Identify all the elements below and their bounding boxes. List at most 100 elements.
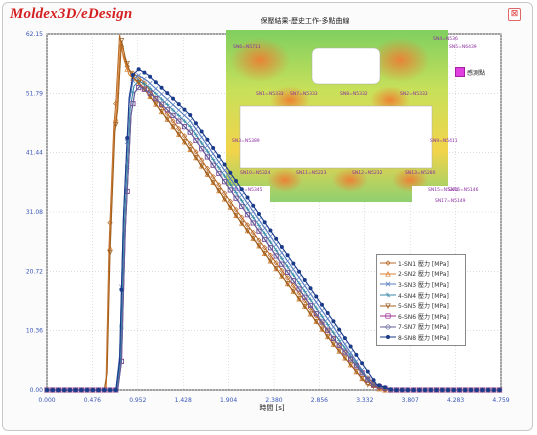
sensor-label: SN6=N5711	[233, 44, 261, 50]
data-point-marker	[262, 225, 268, 231]
data-point-marker	[233, 212, 239, 219]
data-point-marker	[331, 319, 336, 324]
data-point-marker	[227, 187, 233, 193]
data-point-marker	[124, 60, 130, 67]
data-point-marker	[342, 336, 347, 341]
data-point-marker	[181, 139, 188, 145]
data-point-marker	[365, 369, 370, 374]
legend-item: 8-SN8 壓力 [MPa]	[380, 332, 462, 343]
sensor-label: SN7=N5333	[290, 91, 318, 97]
data-point-marker	[244, 212, 251, 218]
data-point-marker	[290, 266, 296, 272]
data-point-marker	[324, 334, 331, 340]
legend-item: 1-SN1 壓力 [MPa]	[380, 258, 462, 269]
sensor-label: SN9=N5411	[430, 138, 458, 144]
y-tick-label: 10.36	[26, 328, 43, 335]
data-point-marker	[239, 198, 245, 204]
data-point-marker	[119, 287, 124, 292]
data-point-marker	[118, 38, 125, 44]
data-point-marker	[204, 171, 211, 178]
data-point-marker	[210, 173, 216, 180]
data-point-marker	[227, 176, 233, 181]
data-point-marker	[385, 260, 391, 266]
data-point-marker	[279, 245, 284, 250]
data-point-marker	[386, 335, 390, 340]
data-point-marker	[130, 101, 136, 107]
data-point-marker	[153, 101, 159, 108]
data-point-marker	[62, 388, 67, 392]
data-point-marker	[262, 231, 268, 237]
data-point-marker	[274, 236, 279, 241]
data-point-marker	[239, 214, 245, 221]
y-tick-label: 62.15	[26, 31, 43, 38]
data-point-marker	[446, 388, 451, 392]
data-point-marker	[216, 188, 222, 194]
close-icon[interactable]: ⊠	[508, 8, 521, 21]
data-point-marker	[279, 273, 285, 280]
x-axis-label: 時間 [s]	[259, 404, 285, 412]
data-point-marker	[456, 387, 463, 393]
data-point-marker	[141, 76, 147, 82]
data-point-marker	[342, 355, 348, 361]
data-point-marker	[205, 137, 210, 142]
app-brand-title: Moldex3D/eDesign	[10, 6, 133, 22]
data-point-marker	[348, 344, 353, 349]
data-point-marker	[107, 249, 113, 256]
data-point-marker	[193, 149, 199, 155]
data-point-marker	[164, 116, 171, 123]
data-point-marker	[319, 308, 325, 313]
data-point-marker	[388, 387, 393, 392]
data-point-marker	[385, 324, 391, 330]
data-point-marker	[187, 146, 193, 153]
x-tick-label: 2.380	[265, 397, 282, 404]
legend-item: 4-SN4 壓力 [MPa]	[380, 290, 462, 301]
data-point-marker	[204, 165, 211, 172]
legend-marker-icon	[380, 292, 396, 298]
data-point-marker	[325, 322, 331, 327]
x-tick-label: 0.000	[38, 397, 55, 404]
data-point-marker	[216, 182, 222, 188]
data-point-marker	[290, 278, 296, 284]
y-tick-label: 51.79	[26, 90, 43, 97]
data-point-marker	[360, 361, 365, 366]
legend-label: 3-SN3 壓力 [MPa]	[398, 281, 449, 289]
data-point-marker	[210, 151, 216, 157]
sensor-labels: SN4=N536 SN5=N6439 SN6=N5711 SN1=N5333 SN7=N…	[232, 36, 479, 204]
data-point-marker	[176, 118, 182, 124]
data-point-marker	[204, 143, 210, 148]
data-point-marker	[136, 67, 141, 72]
data-point-marker	[171, 96, 176, 101]
data-point-marker	[153, 96, 159, 102]
data-point-marker	[330, 324, 336, 330]
data-point-marker	[148, 74, 153, 79]
legend-label: 8-SN8 壓力 [MPa]	[398, 334, 449, 342]
data-point-marker	[371, 378, 376, 383]
data-point-marker	[176, 113, 182, 118]
data-point-marker	[267, 233, 273, 239]
data-point-marker	[222, 179, 228, 185]
data-point-marker	[307, 302, 314, 309]
data-point-marker	[497, 388, 502, 392]
data-point-marker	[291, 261, 296, 266]
data-point-marker	[451, 387, 457, 393]
legend-marker-icon	[380, 270, 396, 277]
data-point-marker	[141, 86, 147, 92]
data-point-marker	[290, 282, 297, 289]
data-point-marker	[216, 159, 222, 165]
data-point-marker	[193, 137, 199, 144]
legend-item: 6-SN6 壓力 [MPa]	[380, 311, 462, 322]
data-point-marker	[193, 121, 198, 126]
data-point-marker	[216, 154, 221, 159]
data-point-marker	[79, 388, 84, 392]
data-point-marker	[486, 388, 491, 392]
data-point-marker	[261, 250, 268, 257]
data-point-marker	[416, 387, 422, 393]
data-point-marker	[439, 387, 445, 393]
data-point-marker	[256, 237, 262, 243]
data-point-marker	[336, 333, 342, 339]
data-point-marker	[125, 135, 130, 140]
data-point-marker	[153, 80, 158, 85]
data-point-marker	[199, 140, 205, 146]
data-point-marker	[245, 206, 250, 212]
data-point-marker	[187, 140, 193, 147]
